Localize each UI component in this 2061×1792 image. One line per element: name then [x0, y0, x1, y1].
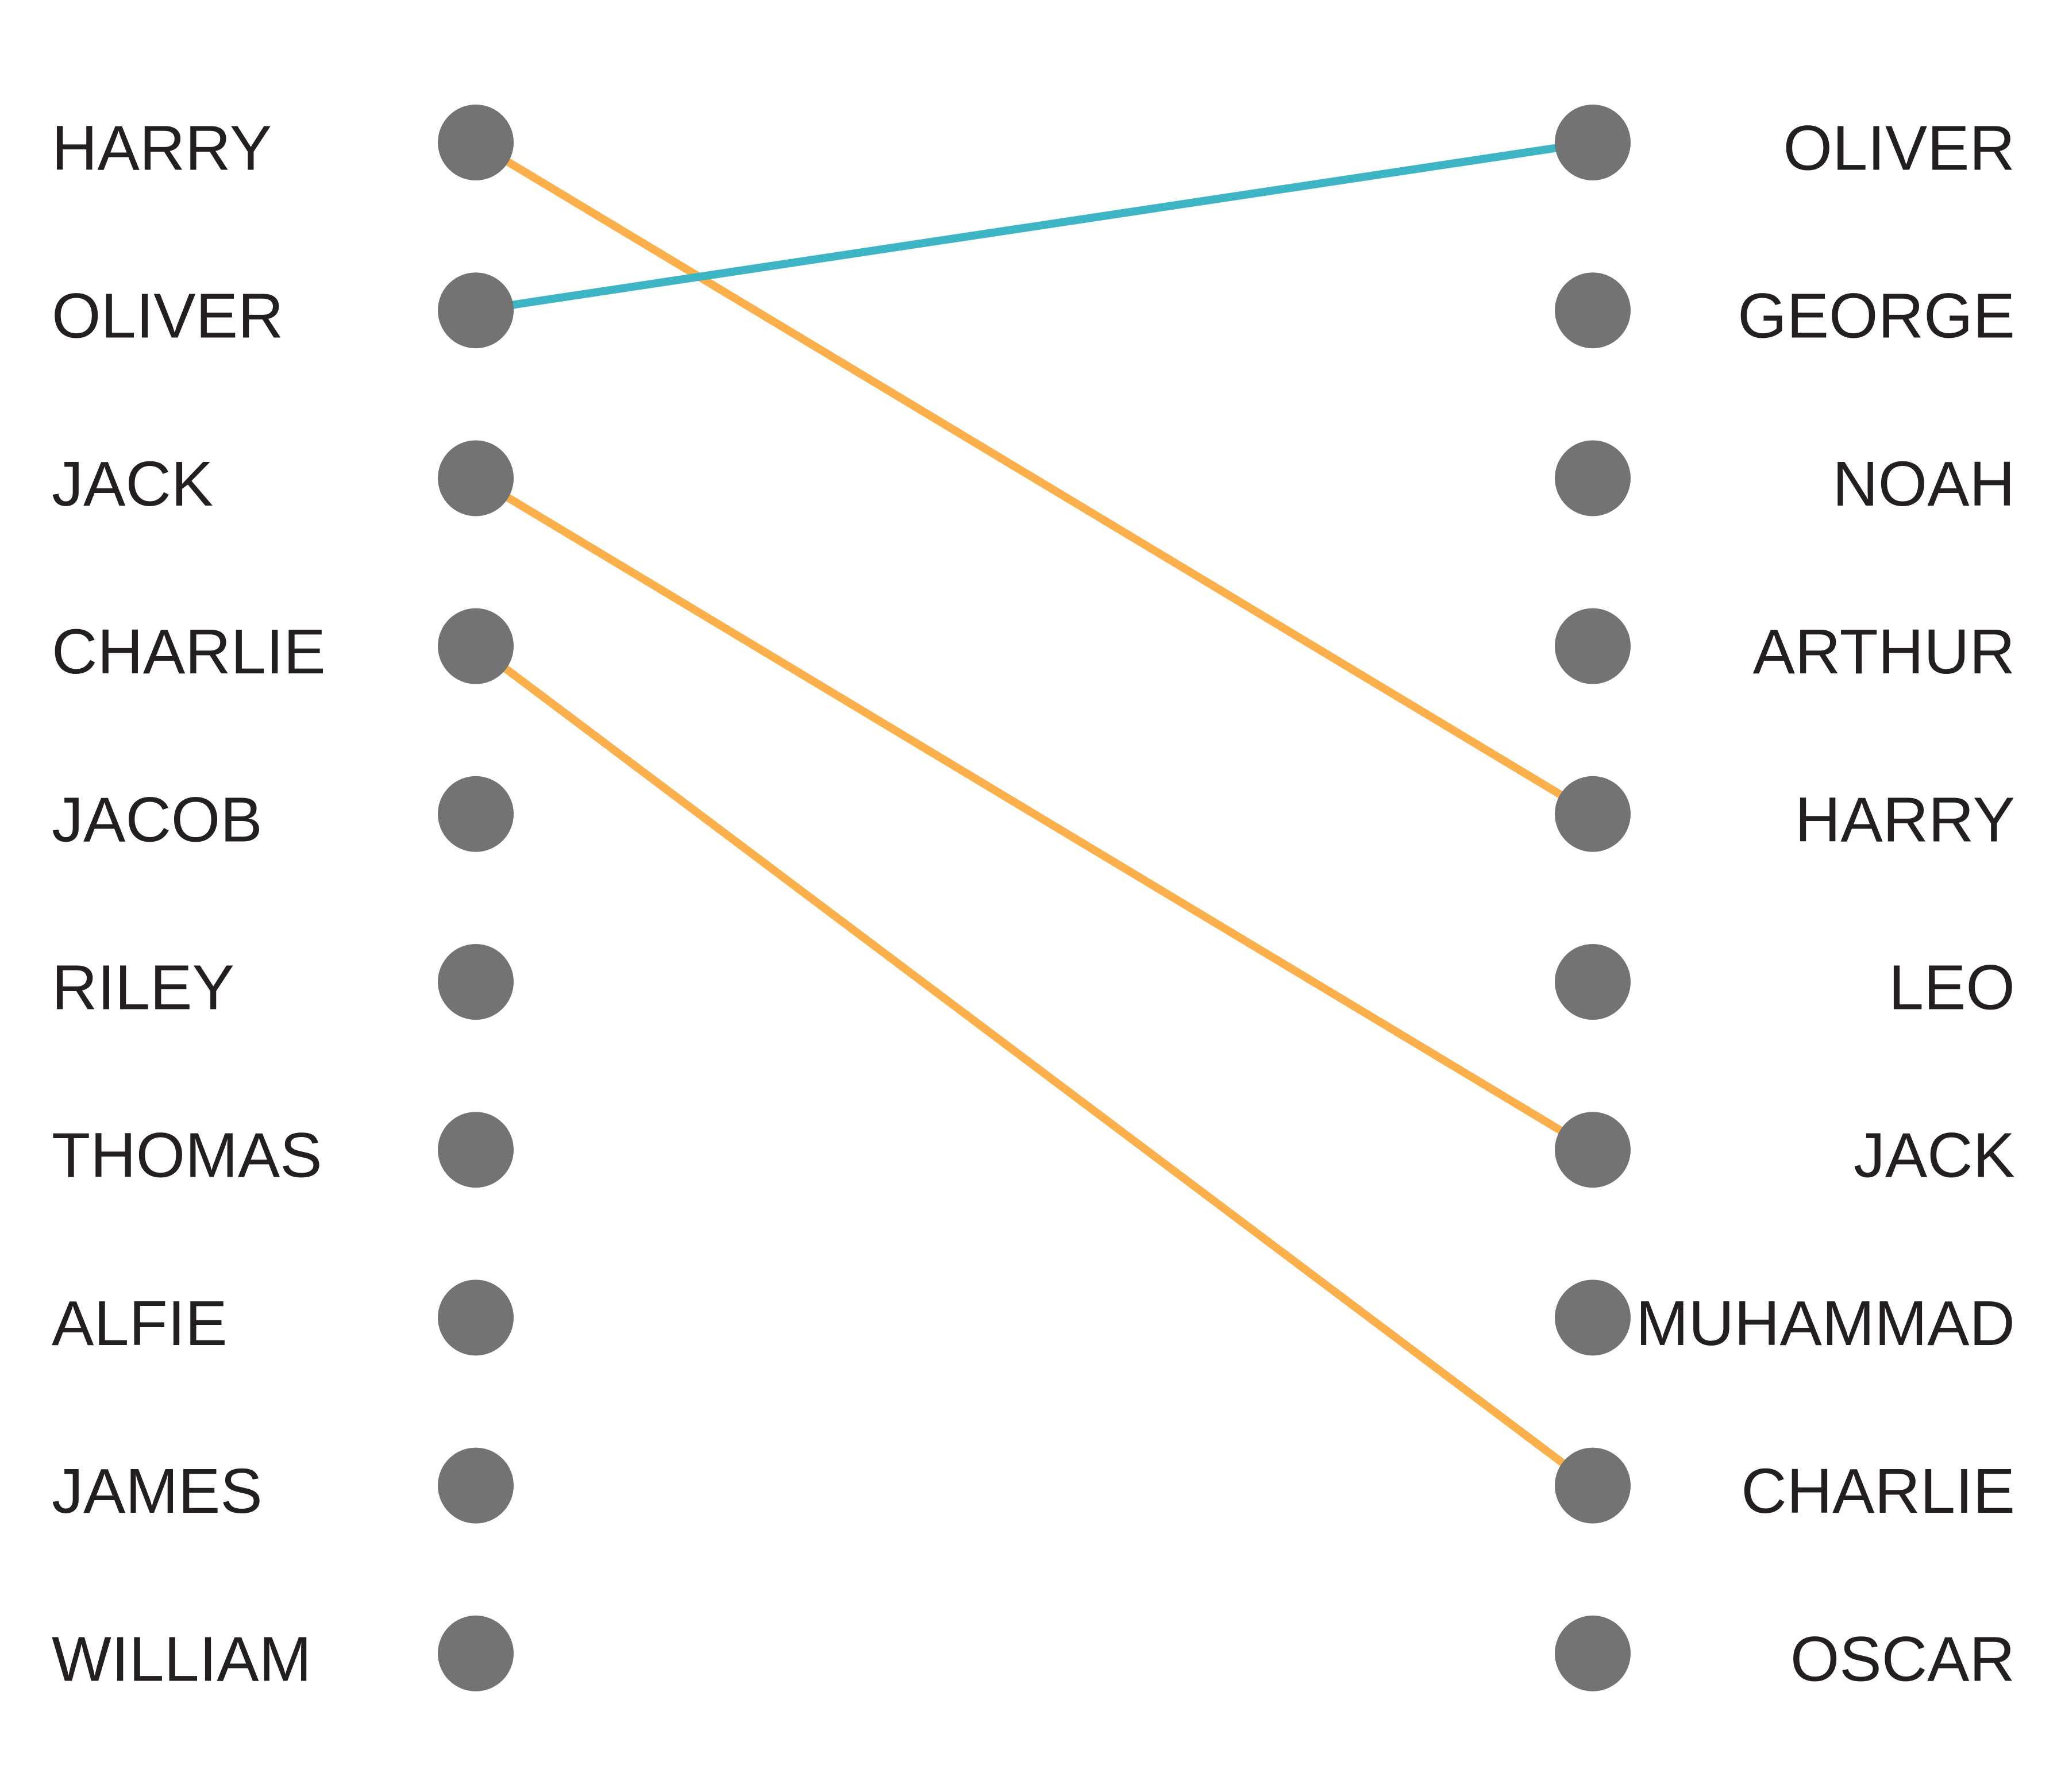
right-dot-10 [1555, 1615, 1631, 1691]
left-dot-3 [438, 440, 514, 517]
left-dot-10 [438, 1615, 514, 1691]
connection-line-jack [473, 475, 1595, 1154]
right-dot-3 [1555, 440, 1631, 517]
left-dot-1 [438, 105, 514, 180]
left-label-jacob: JACOB [52, 784, 263, 855]
left-label-jack: JACK [52, 449, 213, 519]
left-dot-8 [438, 1280, 514, 1356]
left-label-thomas: THOMAS [52, 1120, 322, 1191]
connection-line-charlie [473, 643, 1596, 1489]
left-dot-5 [438, 776, 514, 852]
right-dot-9 [1555, 1447, 1631, 1524]
right-label-oliver: OLIVER [1783, 113, 2015, 184]
right-dot-6 [1555, 944, 1631, 1020]
left-label-william: WILLIAM [52, 1624, 311, 1694]
left-label-oliver: OLIVER [52, 281, 283, 352]
right-label-harry: HARRY [1795, 784, 2015, 855]
left-dot-9 [438, 1447, 514, 1524]
right-dot-5 [1555, 776, 1631, 852]
left-label-alfie: ALFIE [52, 1288, 228, 1359]
left-dot-2 [438, 272, 514, 349]
right-dot-8 [1555, 1280, 1631, 1356]
right-label-george: GEORGE [1738, 281, 2015, 352]
left-dot-4 [438, 608, 514, 684]
right-label-charlie: CHARLIE [1741, 1456, 2015, 1527]
right-label-leo: LEO [1889, 953, 2015, 1023]
right-label-arthur: ARTHUR [1753, 616, 2015, 687]
right-dot-7 [1555, 1112, 1631, 1188]
right-label-oscar: OSCAR [1790, 1624, 2015, 1694]
right-dot-2 [1555, 272, 1631, 349]
left-dot-6 [438, 944, 514, 1020]
right-dot-1 [1555, 105, 1631, 180]
left-label-riley: RILEY [52, 953, 234, 1023]
rank-dots [438, 105, 1631, 1691]
left-dot-7 [438, 1112, 514, 1188]
right-dot-4 [1555, 608, 1631, 684]
left-label-james: JAMES [52, 1456, 263, 1527]
connection-line-harry [473, 139, 1595, 818]
left-label-harry: HARRY [52, 113, 272, 184]
right-label-noah: NOAH [1832, 449, 2015, 519]
right-label-muhammad: MUHAMMAD [1636, 1288, 2015, 1359]
connection-lines [473, 138, 1596, 1489]
right-label-jack: JACK [1854, 1120, 2015, 1191]
connection-line-oliver [475, 138, 1594, 315]
rank-labels: HARRY OLIVER JACK CHARLIE JACOB RILEY THOMAS AL… [52, 113, 2015, 1695]
left-label-charlie: CHARLIE [52, 616, 326, 687]
